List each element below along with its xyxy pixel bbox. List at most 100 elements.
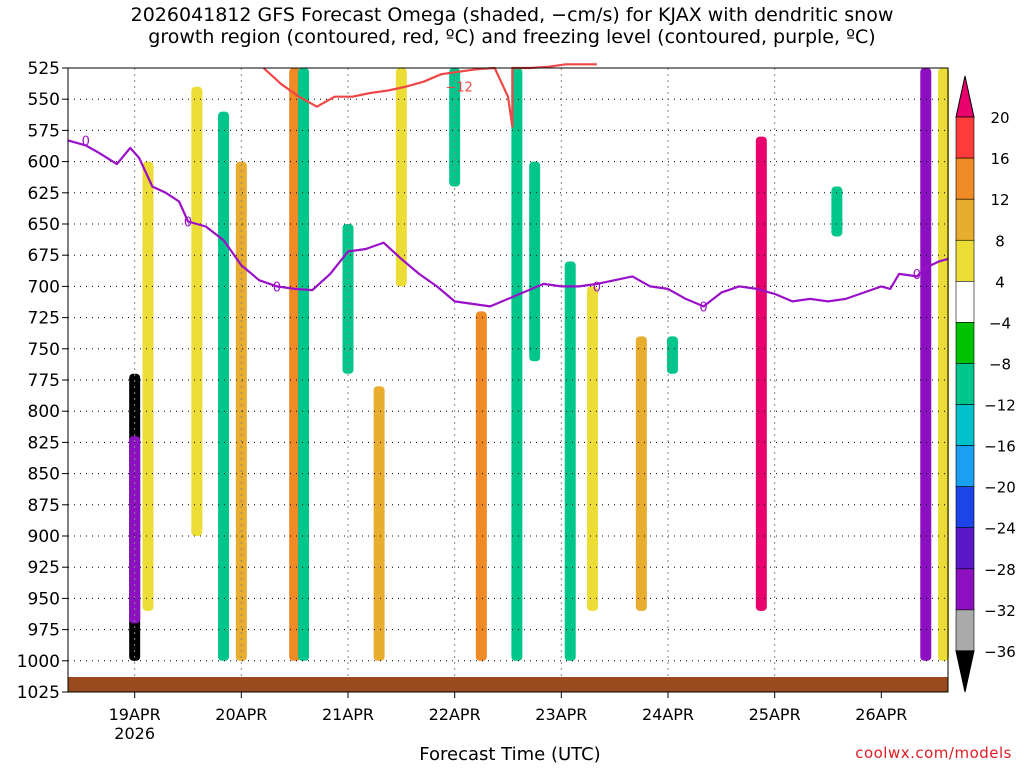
colorbar-label-0: 20	[990, 109, 1009, 127]
omega-cell-10	[395, 68, 407, 287]
omega-cell-20	[831, 186, 843, 237]
x-tick-label-26APR: 26APR	[855, 705, 907, 724]
x-tick-label-22APR: 22APR	[429, 705, 481, 724]
colorbar-label-6: −8	[989, 355, 1011, 373]
colorbar-bin-2	[955, 157, 975, 200]
y-tick-label-800: 800	[28, 402, 60, 422]
x-tick-label-21APR: 21APR	[322, 705, 374, 724]
y-tick-label-750: 750	[28, 340, 60, 360]
colorbar-bin-5	[955, 281, 975, 323]
colorbar-arrow-top	[955, 75, 975, 118]
x-tick-label-23APR: 23APR	[535, 705, 587, 724]
y-tick-label-725: 725	[28, 309, 60, 329]
x-tick-label-25APR: 25APR	[749, 705, 801, 724]
freezing-level-line	[67, 139, 949, 308]
colorbar-bin-11	[955, 527, 975, 570]
y-tick-label-1000: 1000	[17, 652, 60, 672]
x-tick-label-24APR: 24APR	[642, 705, 694, 724]
y-tick-label-650: 650	[28, 215, 60, 235]
omega-cell-13	[511, 68, 523, 661]
chart-title-line-1: 2026041812 GFS Forecast Omega (shaded, −…	[130, 4, 894, 26]
omega-cell-7	[298, 68, 310, 661]
omega-cell-15	[564, 261, 576, 661]
omega-cell-6	[289, 68, 301, 661]
x-axis-title: Forecast Time (UTC)	[419, 744, 601, 765]
y-tick-label-950: 950	[28, 589, 60, 609]
y-axis: 525 550 575 600 625 650 675 700 725 750 775 800 825 8…	[17, 59, 68, 703]
y-tick-label-700: 700	[28, 277, 60, 297]
y-tick-label-1025: 1025	[17, 683, 60, 703]
colorbar-arrow-bottom	[955, 650, 975, 693]
colorbar-bin-12	[955, 568, 975, 611]
omega-cell-19	[755, 136, 767, 611]
chart-title: 2026041812 GFS Forecast Omega (shaded, −…	[0, 4, 1024, 48]
y-tick-label-600: 600	[28, 153, 60, 173]
omega-cell-12	[475, 311, 487, 661]
freezing-level-label-3: 0	[593, 280, 601, 295]
y-tick-label-900: 900	[28, 527, 60, 547]
chart-title-line-2: growth region (contoured, red, ºC) and f…	[148, 26, 876, 48]
freezing-level-label-1: 0	[184, 216, 192, 231]
y-tick-label-775: 775	[28, 371, 60, 391]
freezing-level-label-2: 0	[273, 280, 281, 295]
y-tick-label-975: 975	[28, 621, 60, 641]
y-tick-label-575: 575	[28, 121, 60, 141]
colorbar-bin-13	[955, 609, 975, 652]
colorbar: 20 16 12 8 4 −4 −8 −12 −16 −20 −24 −28 −32 −36	[955, 75, 1016, 693]
x-tick-label-20APR: 20APR	[215, 705, 267, 724]
colorbar-label-5: −4	[989, 314, 1011, 332]
omega-shading-layer	[129, 68, 950, 661]
colorbar-label-11: −28	[984, 561, 1016, 579]
freezing-level-label-5: 0	[913, 268, 921, 283]
colorbar-label-12: −32	[984, 602, 1016, 620]
colorbar-label-1: 16	[990, 150, 1009, 168]
y-tick-label-925: 925	[28, 558, 60, 578]
colorbar-bin-1	[955, 116, 975, 159]
colorbar-label-3: 8	[995, 232, 1005, 250]
y-tick-label-625: 625	[28, 184, 60, 204]
omega-cell-21	[920, 68, 932, 661]
omega-cell-8	[342, 224, 354, 374]
colorbar-bin-3	[955, 198, 975, 241]
omega-cell-2	[142, 161, 154, 611]
colorbar-label-8: −16	[984, 438, 1016, 456]
colorbar-bin-8	[955, 404, 975, 446]
omega-cell-18	[666, 336, 678, 374]
ground-layer	[68, 677, 948, 692]
freezing-level-label-0: 0	[82, 134, 90, 149]
omega-cell-9	[373, 386, 385, 661]
omega-cell-1	[129, 436, 141, 624]
omega-cell-16	[586, 286, 598, 611]
ground-surface	[68, 677, 948, 692]
colorbar-label-4: 4	[995, 273, 1005, 291]
omega-cell-4	[218, 111, 230, 661]
colorbar-bin-10	[955, 486, 975, 529]
credit-text: coolwx.com/models	[855, 744, 1012, 762]
colorbar-bin-6	[955, 322, 975, 364]
y-tick-label-875: 875	[28, 496, 60, 516]
omega-cell-14	[529, 161, 541, 362]
omega-cell-3	[191, 86, 203, 536]
colorbar-label-10: −24	[984, 520, 1016, 538]
colorbar-bin-7	[955, 363, 975, 405]
colorbar-label-9: −20	[984, 479, 1016, 497]
y-tick-label-850: 850	[28, 465, 60, 485]
dgz-label: −12	[445, 81, 472, 96]
grid-lines	[68, 68, 948, 692]
colorbar-label-2: 12	[990, 191, 1009, 209]
x-tick-label-19APR: 19APR	[109, 705, 161, 724]
y-tick-label-550: 550	[28, 90, 60, 110]
omega-cell-17	[635, 336, 647, 611]
x-axis: 19APR 20APR 21APR 22APR 23APR 24APR 25APR 26APR…	[109, 692, 907, 743]
y-tick-label-675: 675	[28, 246, 60, 266]
x-tick-year: 2026	[114, 724, 155, 743]
y-tick-label-825: 825	[28, 433, 60, 453]
colorbar-label-7: −12	[984, 397, 1016, 415]
dgz-minus12-line	[262, 63, 597, 128]
omega-cell-11	[449, 68, 461, 187]
freezing-level-label-4: 0	[699, 300, 707, 315]
colorbar-label-13: −36	[984, 643, 1016, 661]
colorbar-bin-9	[955, 445, 975, 487]
omega-cell-22	[938, 68, 950, 661]
